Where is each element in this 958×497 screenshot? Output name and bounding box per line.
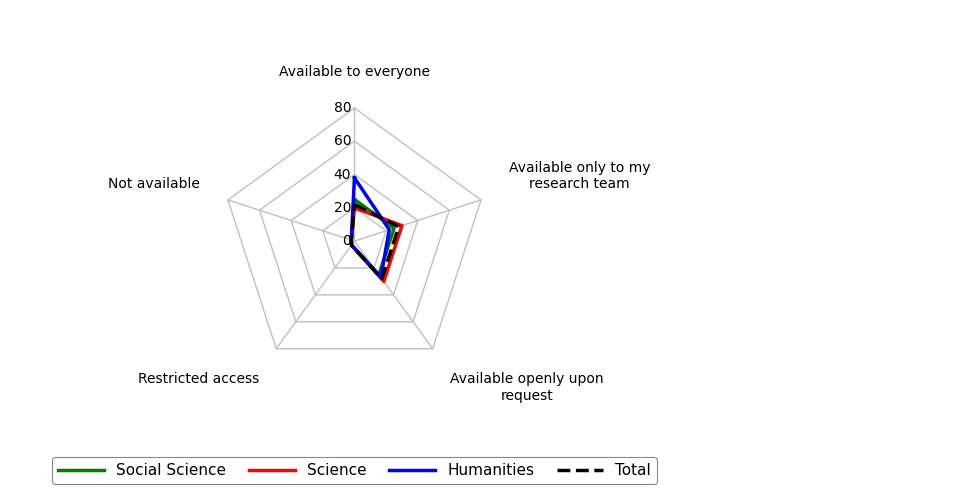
Text: 20: 20 — [333, 201, 352, 215]
Text: 40: 40 — [333, 167, 352, 181]
Text: Available to everyone: Available to everyone — [279, 65, 430, 79]
Text: Available only to my
research team: Available only to my research team — [509, 161, 650, 191]
Text: Restricted access: Restricted access — [138, 372, 259, 386]
Text: Available openly upon
request: Available openly upon request — [450, 372, 604, 403]
Text: 0: 0 — [342, 234, 352, 248]
Text: 80: 80 — [333, 101, 352, 115]
Text: 60: 60 — [333, 134, 352, 148]
Legend: Social Science, Science, Humanities, Total: Social Science, Science, Humanities, Tot… — [52, 457, 657, 485]
Text: Not available: Not available — [108, 177, 200, 191]
